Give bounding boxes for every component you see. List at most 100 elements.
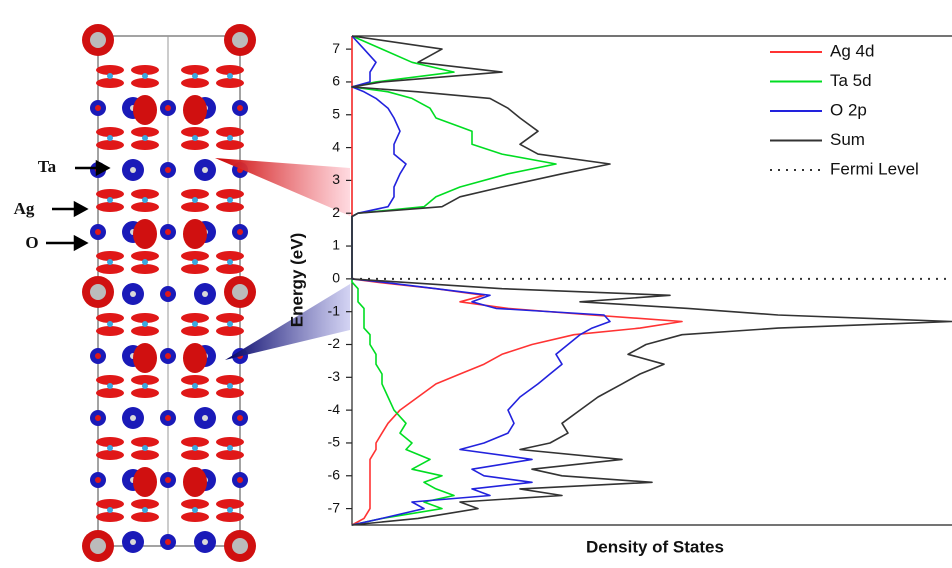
atom <box>130 539 136 545</box>
y-tick-label: -4 <box>328 401 341 417</box>
atom <box>165 105 171 111</box>
atom-density <box>181 65 209 75</box>
atom-density <box>96 65 124 75</box>
crystal-structure <box>82 24 256 562</box>
atom <box>95 353 101 359</box>
atom-density <box>131 65 159 75</box>
atom <box>227 321 233 327</box>
arrow-head <box>73 234 89 252</box>
y-tick-label: -3 <box>328 368 341 384</box>
arrow-head <box>73 200 89 218</box>
atom-density <box>96 264 124 274</box>
atom <box>95 415 101 421</box>
atom-density <box>181 264 209 274</box>
atom-density <box>181 375 209 385</box>
atom <box>192 259 198 265</box>
x-axis-label: Density of States <box>586 537 724 556</box>
atom <box>142 197 148 203</box>
atom-density <box>131 388 159 398</box>
atom-density <box>133 467 157 497</box>
y-tick-label: 4 <box>332 138 340 154</box>
annotation-arrows <box>46 159 111 252</box>
atom <box>165 415 171 421</box>
atom <box>192 321 198 327</box>
atom-density <box>216 437 244 447</box>
dos-curve <box>351 35 952 526</box>
atom <box>165 539 171 545</box>
atom <box>192 383 198 389</box>
legend-label: Sum <box>830 130 865 149</box>
atom <box>165 477 171 483</box>
atom <box>142 321 148 327</box>
atom-density <box>216 202 244 212</box>
plot: -7 -6 -5 -4 -3 -2 -1 0 1 2 3 4 5 6 7 <box>328 35 952 526</box>
atom-density <box>181 78 209 88</box>
atom <box>165 353 171 359</box>
y-tick-label: -5 <box>328 434 341 450</box>
atom-density <box>181 512 209 522</box>
atom-density <box>216 78 244 88</box>
atom <box>107 445 113 451</box>
atom <box>227 259 233 265</box>
atom-density <box>216 375 244 385</box>
atom <box>130 415 136 421</box>
atom-density <box>181 388 209 398</box>
legend: Ag 4d Ta 5d O 2p Sum Fermi Level <box>770 41 919 178</box>
atom-density <box>183 343 207 373</box>
atom-density <box>96 499 124 509</box>
annotation: O <box>25 233 38 252</box>
atom-density <box>131 189 159 199</box>
atom <box>227 73 233 79</box>
atom-density <box>131 78 159 88</box>
y-tick-label: 7 <box>332 40 340 56</box>
atom <box>142 259 148 265</box>
arrow-head <box>95 159 111 177</box>
atom-density <box>131 326 159 336</box>
atom-density <box>216 388 244 398</box>
atom-density <box>96 326 124 336</box>
atom <box>192 507 198 513</box>
atom <box>202 539 208 545</box>
atom <box>237 229 243 235</box>
y-axis-label: Energy (eV) <box>287 233 306 327</box>
atom-density <box>181 326 209 336</box>
atom-density <box>96 450 124 460</box>
atom <box>202 291 208 297</box>
atom <box>107 507 113 513</box>
atom <box>227 383 233 389</box>
atom-density <box>216 326 244 336</box>
atom <box>165 229 171 235</box>
atom-density <box>216 313 244 323</box>
atom <box>192 73 198 79</box>
atom-density <box>183 467 207 497</box>
y-tick-label: -6 <box>328 466 341 482</box>
legend-label: O 2p <box>830 100 867 119</box>
atom-density <box>96 388 124 398</box>
atom <box>237 105 243 111</box>
atom-density <box>181 437 209 447</box>
y-tick-label: 2 <box>332 204 340 220</box>
atom <box>227 197 233 203</box>
atom-density <box>131 512 159 522</box>
atom <box>202 415 208 421</box>
atom-density <box>131 251 159 261</box>
atom-density <box>216 189 244 199</box>
atom-density <box>181 313 209 323</box>
atom <box>142 135 148 141</box>
annotation: Ta <box>38 157 57 176</box>
atom-density <box>181 127 209 137</box>
atom-density <box>96 140 124 150</box>
atom <box>165 291 171 297</box>
atom-density <box>131 202 159 212</box>
y-tick-label: 0 <box>332 270 340 286</box>
atom <box>107 73 113 79</box>
atom-density <box>96 375 124 385</box>
atom <box>202 167 208 173</box>
atom-density <box>183 95 207 125</box>
atom <box>237 477 243 483</box>
atom-density <box>216 499 244 509</box>
y-tick-label: -1 <box>328 302 341 318</box>
y-tick-label: 1 <box>332 237 340 253</box>
atom <box>90 32 106 48</box>
